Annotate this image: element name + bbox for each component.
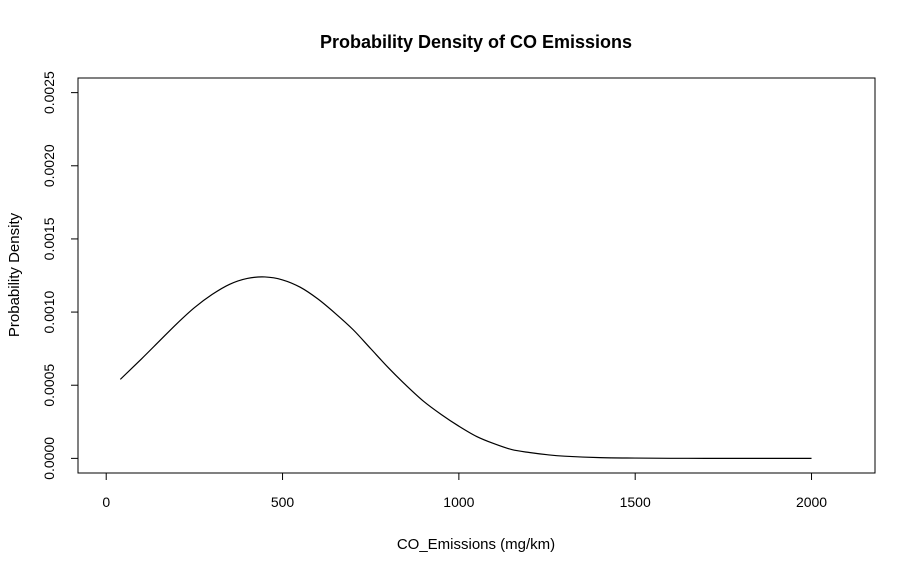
x-tick-label: 2000 bbox=[796, 494, 827, 510]
x-tick-label: 1500 bbox=[620, 494, 651, 510]
x-tick-label: 1000 bbox=[443, 494, 474, 510]
y-tick-label: 0.0005 bbox=[41, 364, 57, 407]
x-axis-label: CO_Emissions (mg/km) bbox=[397, 536, 555, 553]
density-curve bbox=[119, 276, 812, 459]
y-tick-label: 0.0025 bbox=[41, 71, 57, 114]
y-axis-label: Probability Density bbox=[6, 212, 23, 337]
plot-area bbox=[77, 77, 876, 474]
x-tick-label: 0 bbox=[102, 494, 110, 510]
y-tick-label: 0.0000 bbox=[41, 437, 57, 480]
y-tick-label: 0.0015 bbox=[41, 217, 57, 260]
x-tick-label: 500 bbox=[271, 494, 295, 510]
y-tick-label: 0.0020 bbox=[41, 144, 57, 187]
y-tick-label: 0.0010 bbox=[41, 290, 57, 333]
x-axis: 0 500 1000 1500 2000 bbox=[102, 472, 827, 510]
y-axis: 0.0000 0.0005 0.0010 0.0015 0.0020 0.0025 bbox=[41, 71, 79, 480]
chart-title: Probability Density of CO Emissions bbox=[320, 32, 632, 52]
